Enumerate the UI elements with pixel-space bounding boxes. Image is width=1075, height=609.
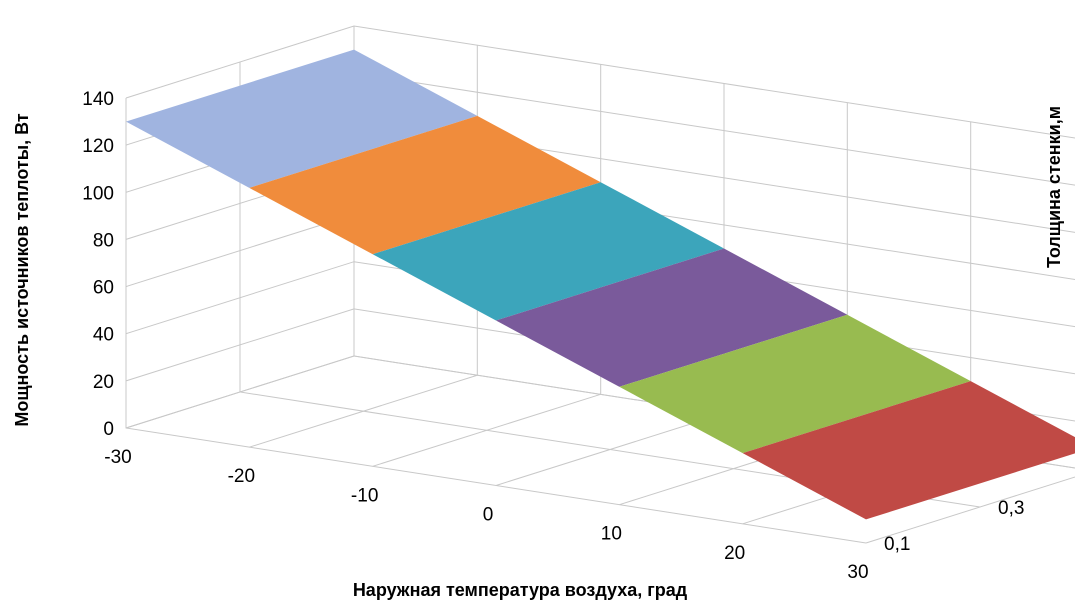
surface-band-0: [126, 49, 478, 188]
y-tick-label: 20: [93, 372, 114, 393]
x-tick-label: -10: [351, 485, 378, 506]
tick-labels: 0 20 40 60 80 100 120 140 -30 -20 -10 0 10 20 30 0,1 0,3…: [82, 89, 1024, 583]
depth-tick-label: 0,1: [884, 534, 910, 555]
y-tick-label: 140: [82, 89, 114, 110]
surface-band-5: [742, 381, 1075, 520]
y-tick-label: 120: [82, 136, 114, 157]
gridline-depth-0: [125, 98, 867, 544]
y-tick-label: 40: [93, 325, 114, 346]
x-tick-label: 10: [601, 524, 622, 545]
surface-bands: [126, 49, 1075, 520]
x-tick-label: 0: [483, 505, 494, 526]
gridline-x-6: [865, 476, 1075, 544]
x-tick-label: -20: [228, 466, 255, 487]
surface-band-2: [372, 182, 724, 321]
x-tick-label: 30: [847, 562, 868, 583]
surface-band-1: [249, 115, 601, 255]
x-tick-label: 20: [724, 543, 745, 564]
x-tick-label: -30: [104, 447, 131, 468]
y-tick-label: 80: [93, 230, 114, 251]
surface-band-4: [619, 314, 971, 454]
depth-tick-label: 0,3: [998, 498, 1024, 519]
y-tick-label: 100: [82, 183, 114, 204]
y-tick-label: 60: [93, 278, 114, 299]
x-axis-title: Наружная температура воздуха, град: [353, 580, 688, 600]
surface-band-3: [496, 248, 848, 387]
depth-axis-title: Толщина стенки,м: [1044, 106, 1064, 268]
y-axis-title: Мощность источников теплоты, Вт: [12, 113, 32, 427]
y-tick-label: 0: [103, 419, 114, 440]
